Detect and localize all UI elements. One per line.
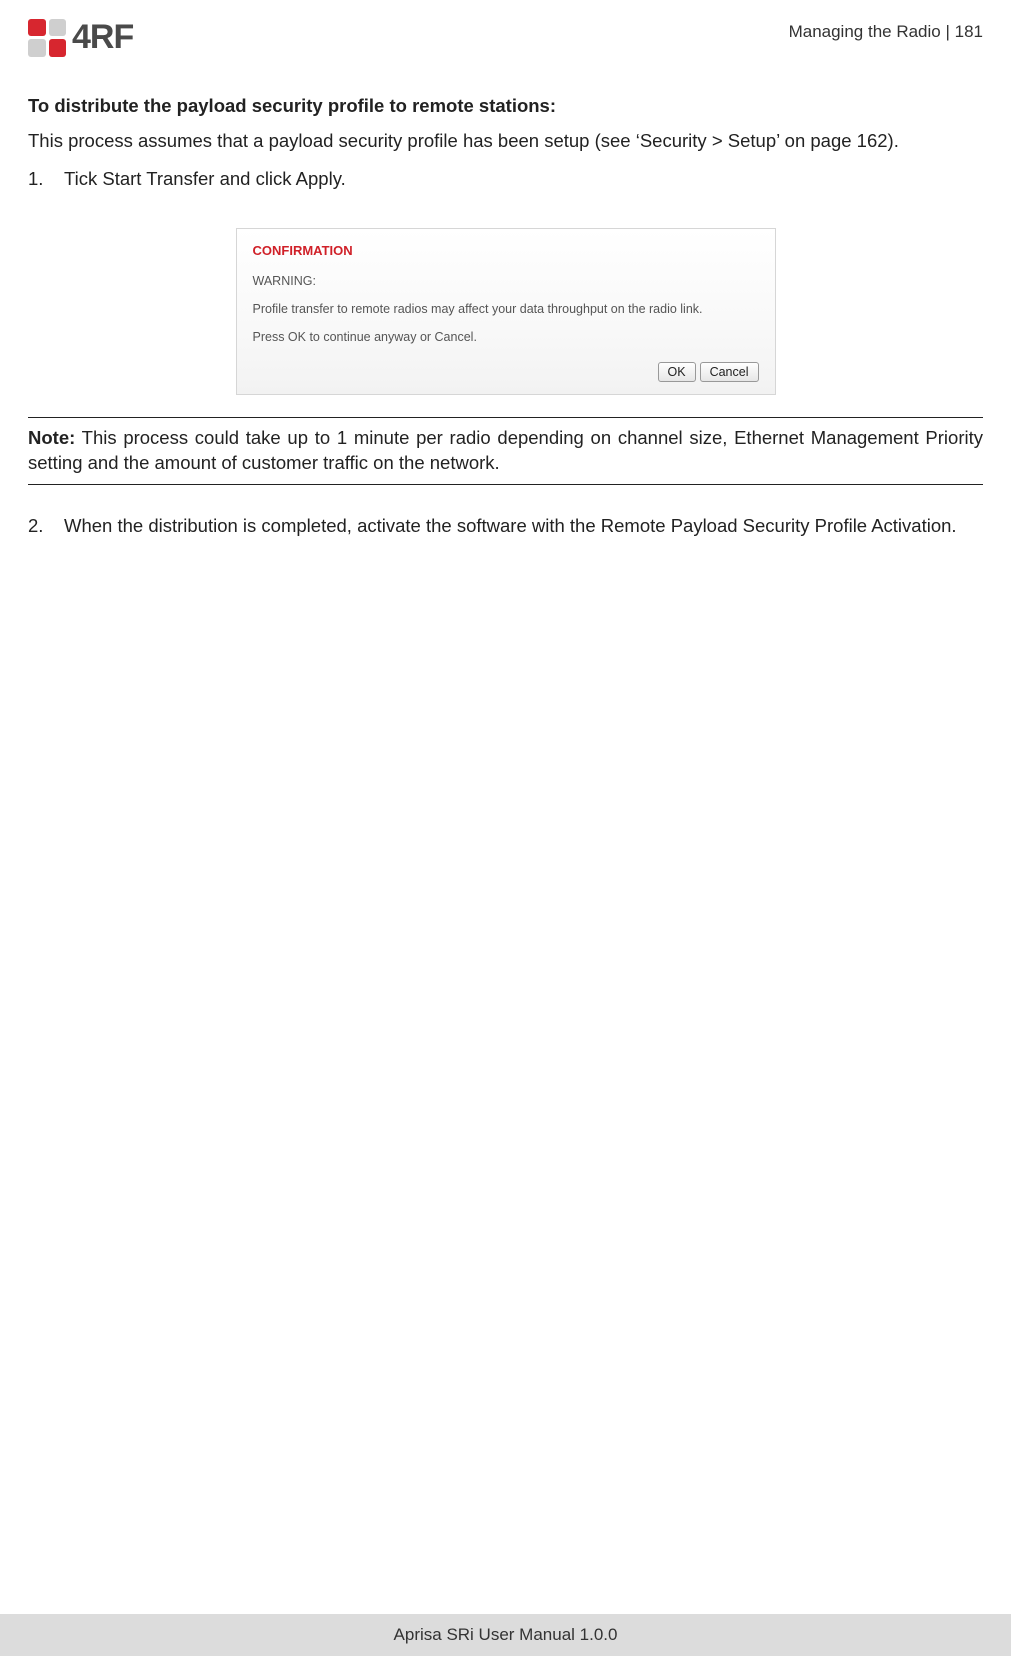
dialog-screenshot: CONFIRMATION WARNING: Profile transfer t… — [28, 228, 983, 395]
step-2: 2. When the distribution is completed, a… — [28, 513, 983, 539]
step-1: 1. Tick Start Transfer and click Apply. — [28, 166, 983, 192]
page: 4RF Managing the Radio | 181 To distribu… — [0, 0, 1011, 1656]
divider-bottom — [28, 484, 983, 485]
dialog-warning-label: WARNING: — [253, 274, 759, 288]
step-text: When the distribution is completed, acti… — [64, 513, 983, 539]
note-text: This process could take up to 1 minute p… — [28, 427, 983, 473]
note-label: Note: — [28, 427, 75, 448]
step-list: 1. Tick Start Transfer and click Apply. — [28, 166, 983, 204]
intro-text: This process assumes that a payload secu… — [28, 129, 983, 154]
page-header: 4RF Managing the Radio | 181 — [28, 18, 983, 57]
header-separator: | — [941, 22, 955, 41]
dialog-button-row: OK Cancel — [253, 362, 759, 382]
header-meta: Managing the Radio | 181 — [789, 18, 983, 42]
footer-text: Aprisa SRi User Manual 1.0.0 — [394, 1625, 618, 1645]
step-number: 2. — [28, 513, 64, 539]
logo-text: 4RF — [72, 18, 133, 57]
step-number: 1. — [28, 166, 64, 192]
ok-button[interactable]: OK — [658, 362, 696, 382]
logo-icon — [28, 19, 66, 57]
page-footer: Aprisa SRi User Manual 1.0.0 — [0, 1614, 1011, 1656]
dialog-title: CONFIRMATION — [253, 243, 759, 258]
header-page-number: 181 — [955, 22, 983, 41]
confirmation-dialog: CONFIRMATION WARNING: Profile transfer t… — [236, 228, 776, 395]
divider-top — [28, 417, 983, 418]
section-heading: To distribute the payload security profi… — [28, 95, 983, 117]
cancel-button[interactable]: Cancel — [700, 362, 759, 382]
header-section: Managing the Radio — [789, 22, 941, 41]
step-text: Tick Start Transfer and click Apply. — [64, 166, 983, 192]
step-list-2: 2. When the distribution is completed, a… — [28, 513, 983, 551]
logo: 4RF — [28, 18, 133, 57]
dialog-message-1: Profile transfer to remote radios may af… — [253, 302, 759, 316]
dialog-message-2: Press OK to continue anyway or Cancel. — [253, 330, 759, 344]
note-block: Note: This process could take up to 1 mi… — [28, 426, 983, 476]
